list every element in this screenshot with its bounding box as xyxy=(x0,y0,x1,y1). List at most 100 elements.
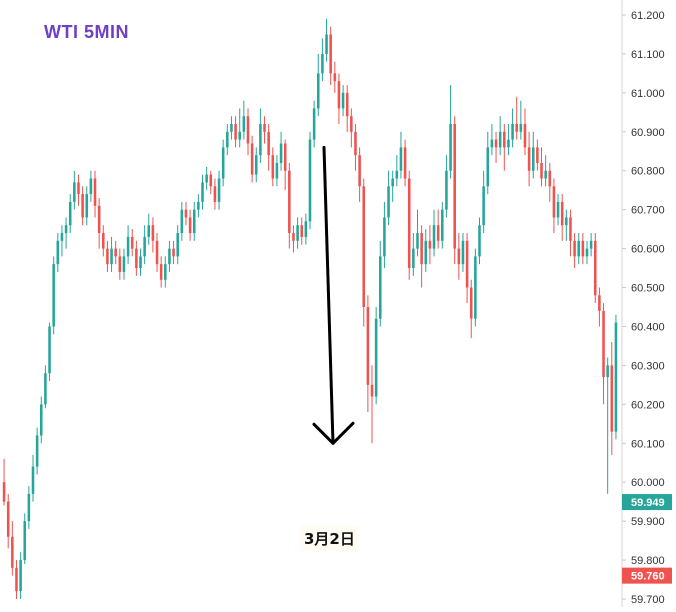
candle-body xyxy=(259,124,262,156)
candle-body xyxy=(527,147,531,171)
candle-body xyxy=(52,264,55,327)
candle-body xyxy=(383,217,386,257)
candle-body xyxy=(296,225,299,241)
candle-body xyxy=(457,248,461,265)
candle-body xyxy=(246,116,250,144)
candle-body xyxy=(490,139,494,148)
candle-body xyxy=(333,73,337,82)
candle-body xyxy=(217,178,221,202)
price-tags: 59.949 59.760 xyxy=(622,494,672,584)
candle-body xyxy=(201,182,204,202)
arrow-head xyxy=(312,421,355,445)
candle-body xyxy=(337,81,341,109)
candle-body xyxy=(48,326,51,374)
axis-tick-label: 59.700 xyxy=(631,594,665,606)
candle-body xyxy=(197,201,200,210)
candle-body xyxy=(556,201,560,218)
axis-tick-label: 60.500 xyxy=(631,283,665,295)
candle-body xyxy=(589,240,593,249)
axis-tick-label: 60.800 xyxy=(631,166,665,178)
candle-body xyxy=(374,318,378,397)
candle-body xyxy=(511,124,514,140)
candle-body xyxy=(304,221,308,237)
axis-tick-label: 60.600 xyxy=(631,244,665,256)
candle-body xyxy=(300,225,304,237)
candle-body xyxy=(391,178,394,187)
candle-body xyxy=(461,240,465,265)
axis-tick-label: 60.900 xyxy=(631,127,665,139)
candle-body xyxy=(395,170,399,179)
candle-body xyxy=(93,178,97,206)
candle-body xyxy=(560,201,564,226)
candle-body xyxy=(432,225,436,249)
candle-body xyxy=(114,248,117,257)
candle-body xyxy=(507,139,510,148)
candles-layer xyxy=(2,18,618,599)
price-tag-label: 59.949 xyxy=(631,497,665,509)
candle-body xyxy=(139,256,142,269)
candle-body xyxy=(31,466,35,494)
candle-body xyxy=(135,248,138,269)
candle-body xyxy=(407,178,411,269)
candle-body xyxy=(164,264,167,280)
candle-body xyxy=(412,248,415,269)
candle-body xyxy=(474,256,477,319)
axis-tick-label: 61.200 xyxy=(631,10,665,22)
candle-body xyxy=(2,482,6,502)
candle-body xyxy=(308,139,312,222)
price-axis: 61.200 61.100 61.000 60.900 60.800 60.700 60.6… xyxy=(621,0,665,607)
price-tag-label: 59.760 xyxy=(631,571,665,583)
candle-body xyxy=(531,147,535,171)
candle-body xyxy=(23,521,27,561)
axis-tick-label: 60.100 xyxy=(631,438,665,450)
candle-body xyxy=(585,248,589,257)
candle-body xyxy=(242,116,246,132)
candle-body xyxy=(226,131,229,148)
candle-body xyxy=(469,287,473,319)
candle-body xyxy=(267,131,270,156)
candle-body xyxy=(118,256,122,272)
candle-body xyxy=(19,560,22,592)
axis-tick-label: 59.900 xyxy=(631,516,665,528)
date-annotation: 3月2日 xyxy=(300,526,359,551)
candle-body xyxy=(73,182,76,202)
candle-body xyxy=(610,365,614,432)
candle-body xyxy=(35,435,39,467)
candle-body xyxy=(523,124,527,148)
candle-body xyxy=(465,240,469,288)
axis-tick-label: 61.000 xyxy=(631,88,665,100)
candle-body xyxy=(130,236,134,249)
candle-body xyxy=(143,236,146,257)
candle-body xyxy=(552,186,556,218)
candle-body xyxy=(159,264,163,280)
candle-body xyxy=(577,240,581,257)
candle-body xyxy=(184,209,188,218)
candle-body xyxy=(6,501,10,537)
candle-body xyxy=(453,124,456,249)
candle-body xyxy=(188,217,192,234)
candle-body xyxy=(11,536,14,568)
candle-body xyxy=(271,155,275,179)
candle-body xyxy=(316,73,320,109)
candle-body xyxy=(494,139,498,148)
candle-body xyxy=(345,92,349,117)
candle-body xyxy=(110,248,113,265)
candle-body xyxy=(106,248,109,265)
candle-body xyxy=(263,124,266,132)
arrow-layer xyxy=(312,145,355,445)
candle-body xyxy=(77,182,80,195)
candle-body xyxy=(482,186,485,226)
candle-body xyxy=(44,373,47,405)
candle-body xyxy=(329,34,332,74)
candle-body xyxy=(89,178,93,195)
candle-body xyxy=(321,53,324,74)
candle-body xyxy=(213,186,217,202)
candle-body xyxy=(192,209,196,234)
candle-body xyxy=(97,205,101,234)
candle-body xyxy=(540,162,543,179)
candle-body xyxy=(279,143,283,163)
candle-body xyxy=(387,186,390,218)
candle-body xyxy=(565,217,568,226)
candle-body xyxy=(445,170,448,210)
candle-body xyxy=(64,225,68,234)
